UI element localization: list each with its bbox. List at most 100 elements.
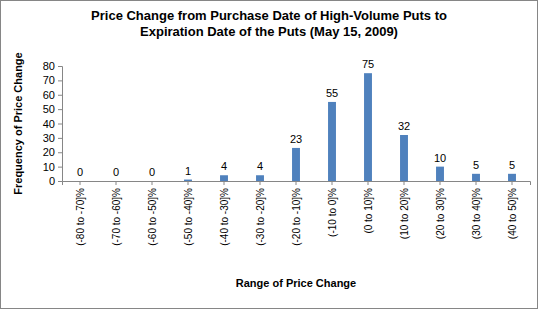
y-axis-line xyxy=(58,67,63,182)
x-tick-label: (-10 to 0]% xyxy=(327,188,338,237)
x-tick: (-70 to -60]% xyxy=(111,181,122,246)
x-tick-label: (-80 to -70]% xyxy=(75,188,86,246)
bar xyxy=(364,73,372,181)
x-tick-mark xyxy=(116,181,117,185)
data-label: 75 xyxy=(362,58,374,70)
y-tick-label: 10 xyxy=(43,161,55,173)
x-tick-mark xyxy=(440,181,441,185)
x-tick-label: (-70 to -60]% xyxy=(111,188,122,246)
bar xyxy=(400,135,408,181)
x-tick: (10 to 20]% xyxy=(399,181,410,239)
y-tick: 0 xyxy=(49,175,62,187)
y-tick-label: 0 xyxy=(49,175,55,187)
bar xyxy=(472,174,480,181)
plot: 00014423557532105501020304050607080(-80 … xyxy=(43,58,531,246)
data-label: 10 xyxy=(434,152,446,164)
x-tick: (-50 to -40]% xyxy=(183,181,194,246)
bar xyxy=(508,174,516,181)
y-tick-mark xyxy=(58,124,62,125)
y-tick-mark xyxy=(58,138,62,139)
y-tick-label: 60 xyxy=(43,89,55,101)
bar xyxy=(436,167,444,181)
x-tick-label: (0 to 10]% xyxy=(363,188,374,234)
x-tick: (-10 to 0]% xyxy=(327,181,338,237)
y-tick-mark xyxy=(58,181,62,182)
y-tick-label: 40 xyxy=(43,118,55,130)
y-tick: 50 xyxy=(43,103,62,115)
bar xyxy=(112,181,120,182)
y-tick-mark xyxy=(58,66,62,67)
x-tick-label: (30 to 40]% xyxy=(471,188,482,239)
y-tick-mark xyxy=(58,167,62,168)
y-tick-label: 20 xyxy=(43,146,55,158)
data-label: 23 xyxy=(290,133,302,145)
y-tick-mark xyxy=(58,109,62,110)
bars xyxy=(184,73,516,181)
y-tick-label: 70 xyxy=(43,74,55,86)
data-label: 0 xyxy=(149,166,155,178)
y-tick: 70 xyxy=(43,74,62,86)
data-label: 0 xyxy=(77,166,83,178)
y-tick-mark xyxy=(58,152,62,153)
x-tick: (0 to 10]% xyxy=(363,181,374,234)
x-tick-label: (-50 to -40]% xyxy=(183,188,194,246)
x-tick: (20 to 30]% xyxy=(435,181,446,239)
x-tick: (-60 to -50]% xyxy=(147,181,158,246)
chart-border xyxy=(1,1,538,309)
x-tick-label: (-60 to -50]% xyxy=(147,188,158,246)
data-labels: 000144235575321055 xyxy=(77,58,515,178)
x-tick: (-40 to -30]% xyxy=(219,181,230,246)
x-tick: (-30 to -20]% xyxy=(255,181,266,246)
bar xyxy=(148,181,156,182)
bar xyxy=(292,148,300,181)
data-label: 4 xyxy=(257,160,263,172)
x-tick-mark xyxy=(188,181,189,185)
data-label: 5 xyxy=(509,159,515,171)
title-line: Price Change from Purchase Date of High-… xyxy=(91,8,447,23)
x-tick: (-20 to -10]% xyxy=(291,181,302,246)
x-tick-mark xyxy=(512,181,513,185)
x-tick-mark xyxy=(368,181,369,185)
x-tick-mark xyxy=(332,181,333,185)
bar xyxy=(76,181,84,182)
data-label: 55 xyxy=(326,87,338,99)
y-tick-label: 50 xyxy=(43,103,55,115)
x-tick: (40 to 50]% xyxy=(507,181,518,239)
data-label: 32 xyxy=(398,120,410,132)
y-tick: 30 xyxy=(43,132,62,144)
x-axis-title: Range of Price Change xyxy=(236,277,356,289)
data-label: 0 xyxy=(113,166,119,178)
chart: Price Change from Purchase Date of High-… xyxy=(0,0,538,309)
y-tick: 10 xyxy=(43,161,62,173)
x-tick-label: (20 to 30]% xyxy=(435,188,446,239)
x-tick-mark xyxy=(80,181,81,185)
bar xyxy=(220,175,228,181)
x-tick-mark xyxy=(224,181,225,185)
x-tick-label: (40 to 50]% xyxy=(507,188,518,239)
x-tick-mark xyxy=(296,181,297,185)
title-line: Expiration Date of the Puts (May 15, 200… xyxy=(140,24,398,39)
data-label: 5 xyxy=(473,159,479,171)
x-tick: (-80 to -70]% xyxy=(75,181,86,246)
x-tick-mark xyxy=(260,181,261,185)
x-tick-mark xyxy=(404,181,405,185)
data-label: 4 xyxy=(221,160,227,172)
x-tick-label: (10 to 20]% xyxy=(399,188,410,239)
x-tick-label: (-40 to -30]% xyxy=(219,188,230,246)
y-axis-title: Frequency of Price Change xyxy=(12,52,24,194)
y-axis: 0 10 20 30 40 50 60 70 80 xyxy=(43,60,63,187)
y-tick: 60 xyxy=(43,89,62,101)
x-tick: (30 to 40]% xyxy=(471,181,482,239)
x-axis: (-80 to -70]% (-70 to -60]% (-60 to -50]% (… xyxy=(63,181,531,246)
y-tick: 20 xyxy=(43,146,62,158)
y-tick-mark xyxy=(58,80,62,81)
x-tick-mark xyxy=(152,181,153,185)
bar xyxy=(256,175,264,181)
data-label: 1 xyxy=(185,165,191,177)
y-tick-mark xyxy=(58,95,62,96)
bar xyxy=(184,180,192,181)
y-tick: 80 xyxy=(43,60,62,72)
bar xyxy=(328,102,336,181)
x-tick-label: (-30 to -20]% xyxy=(255,188,266,246)
x-tick-label: (-20 to -10]% xyxy=(291,188,302,246)
